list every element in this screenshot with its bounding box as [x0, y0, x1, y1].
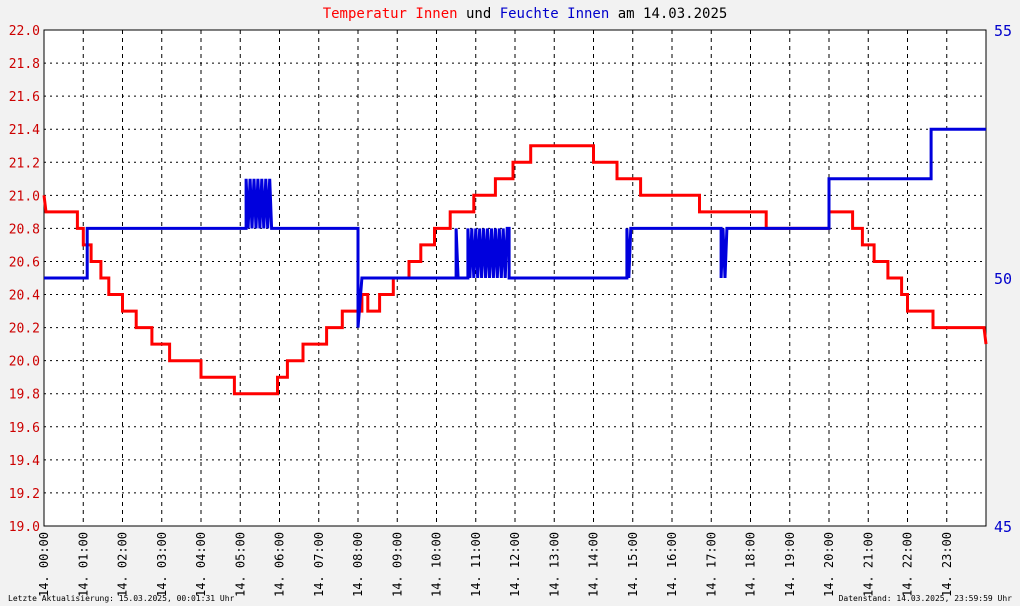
x-tick-label: 14. 06:00 — [273, 532, 287, 597]
x-tick-label: 14. 01:00 — [76, 532, 90, 597]
y-right-tick-label: 50 — [994, 270, 1012, 288]
y-right-tick-label: 55 — [994, 22, 1012, 40]
y-left-tick-label: 20.2 — [9, 322, 40, 337]
y-left-tick-label: 20.6 — [9, 255, 40, 270]
x-tick-label: 14. 22:00 — [901, 532, 915, 597]
title-part: am 14.03.2025 — [609, 6, 727, 22]
footer-right: Datenstand: 14.03.2025, 23:59:59 Uhr — [839, 594, 1013, 603]
x-tick-label: 14. 04:00 — [194, 532, 208, 597]
y-left-tick-label: 20.0 — [9, 355, 40, 370]
y-axis-left: 19.0 19.2 19.4 19.6 19.8 20.0 20.2 20.4 20.6 20.8… — [9, 24, 40, 535]
y-left-tick-label: 21.4 — [9, 123, 40, 138]
x-axis: 14. 00:00 14. 01:00 14. 02:00 14. 03:00 14. … — [37, 532, 954, 597]
x-tick-label: 14. 13:00 — [547, 532, 561, 597]
y-left-tick-label: 19.4 — [9, 454, 40, 469]
y-left-tick-label: 19.8 — [9, 388, 40, 403]
x-tick-label: 14. 19:00 — [783, 532, 797, 597]
title-part: und — [458, 6, 500, 22]
x-tick-label: 14. 00:00 — [37, 532, 51, 597]
series-layer — [42, 127, 988, 396]
y-left-tick-label: 21.8 — [9, 57, 40, 72]
x-tick-label: 14. 10:00 — [430, 532, 444, 597]
title-part: Innen — [559, 6, 610, 22]
x-tick-label: 14. 09:00 — [390, 532, 404, 597]
footer-left: Letzte Aktualisierung: 15.03.2025, 00:01… — [8, 594, 235, 603]
x-tick-label: 14. 08:00 — [351, 532, 365, 597]
x-tick-label: 14. 15:00 — [626, 532, 640, 597]
title-part: Feuchte — [500, 6, 559, 22]
x-tick-label: 14. 05:00 — [233, 532, 247, 597]
x-tick-label: 14. 20:00 — [822, 532, 836, 597]
y-left-tick-label: 20.8 — [9, 222, 40, 237]
x-tick-label: 14. 07:00 — [312, 532, 326, 597]
y-left-tick-label: 22.0 — [9, 24, 40, 39]
x-tick-label: 14. 02:00 — [116, 532, 130, 597]
series-temperature-line — [42, 144, 988, 396]
x-tick-label: 14. 14:00 — [587, 532, 601, 597]
x-tick-label: 14. 03:00 — [155, 532, 169, 597]
y-left-tick-label: 19.6 — [9, 421, 40, 436]
x-tick-label: 14. 16:00 — [665, 532, 679, 597]
y-axis-right: 45 50 55 — [994, 22, 1012, 536]
series-humidity-line — [44, 127, 986, 328]
x-tick-label: 14. 12:00 — [508, 532, 522, 597]
x-tick-label: 14. 23:00 — [940, 532, 954, 597]
y-left-tick-label: 21.0 — [9, 189, 40, 204]
y-left-tick-label: 21.6 — [9, 90, 40, 105]
x-tick-label: 14. 21:00 — [861, 532, 875, 597]
y-left-tick-label: 19.2 — [9, 487, 40, 502]
title-part: Temperatur Innen — [323, 6, 458, 22]
y-left-tick-label: 19.0 — [9, 520, 40, 535]
chart-title: Temperatur Innen und Feuchte Innen am 14… — [323, 6, 728, 22]
y-left-tick-label: 21.2 — [9, 156, 40, 171]
x-tick-label: 14. 17:00 — [704, 532, 718, 597]
x-tick-label: 14. 11:00 — [469, 532, 483, 597]
y-right-tick-label: 45 — [994, 518, 1012, 536]
x-tick-label: 14. 18:00 — [744, 532, 758, 597]
y-left-tick-label: 20.4 — [9, 289, 40, 304]
